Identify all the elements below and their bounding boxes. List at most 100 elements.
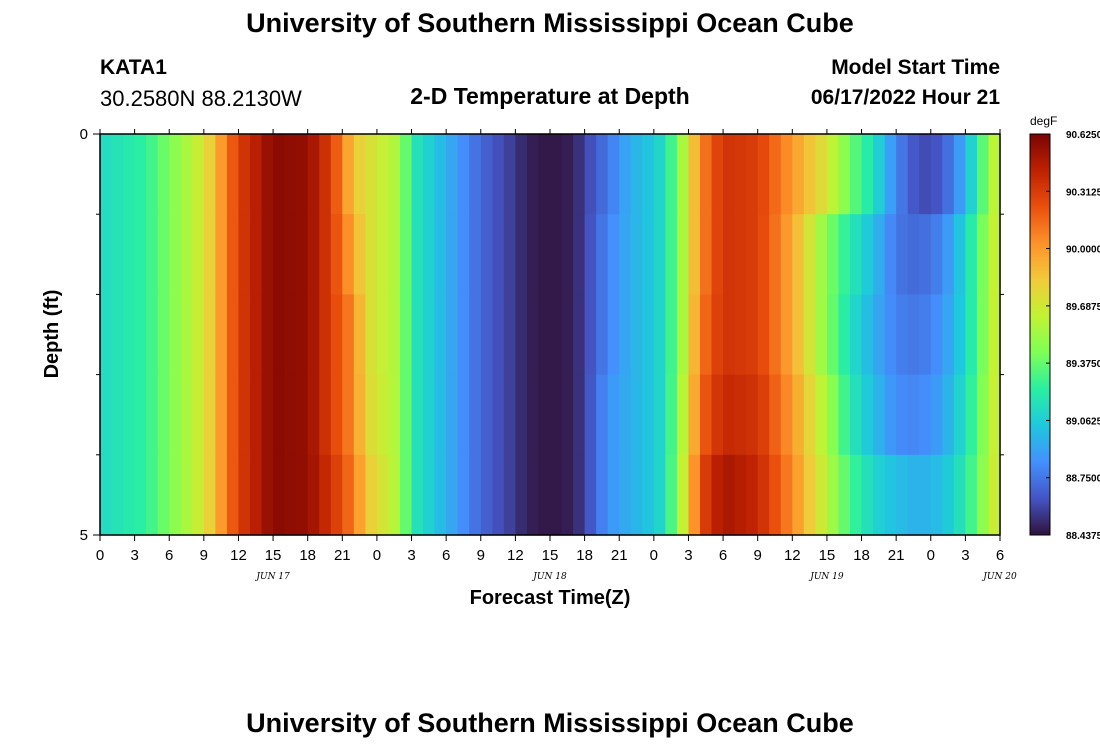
heatmap-cell [515,454,528,536]
heatmap-cell [526,214,540,295]
heatmap-cell [792,454,805,536]
heatmap-cell [146,294,159,376]
heatmap-cell [561,134,574,215]
heatmap-cell [584,134,597,215]
heatmap-cell [573,374,586,456]
heatmap-cell [676,214,690,295]
heatmap-cell [480,214,493,295]
heatmap-cell [976,294,990,376]
heatmap-cell [596,374,609,456]
y-axis: 05 [80,126,1004,544]
heatmap-cell [226,374,240,456]
heatmap-cell [642,294,655,376]
x-tick-label: 6 [442,547,450,564]
heatmap-cell [584,374,597,456]
heatmap-cell [342,214,355,295]
heatmap-cell [146,374,159,456]
heatmap-cell [353,374,366,456]
heatmap-cell [573,214,586,295]
heatmap-cell [296,374,309,456]
heatmap-cell [192,214,205,295]
heatmap-cell [711,454,724,536]
heatmap-cell [307,214,320,295]
heatmap-cell [273,134,286,215]
heatmap-cell [630,374,643,456]
heatmap-cell [376,454,390,536]
heatmap-cell [711,294,724,376]
heatmap-cell [457,214,470,295]
heatmap-cell [850,294,863,376]
heatmap-cell [746,214,759,295]
heatmap-cell [273,454,286,536]
heatmap-cell [342,294,355,376]
heatmap-cell [861,454,874,536]
heatmap-cell [584,454,597,536]
heatmap-cell [526,454,540,536]
heatmap-cell [965,214,978,295]
heatmap-cell [319,374,332,456]
heatmap-cell [838,134,851,215]
heatmap-cell [711,374,724,456]
heatmap-cell [238,214,251,295]
heatmap-cell [100,374,113,456]
heatmap-cell [238,374,251,456]
heatmap-cell [492,134,505,215]
x-tick-label: 6 [719,547,727,564]
heatmap-cell [884,374,897,456]
heatmap-cell [896,374,909,456]
heatmap-cell [538,214,551,295]
heatmap-cell [930,134,943,215]
y-tick-label: 0 [80,126,88,143]
colorbar-unit: degF [1030,114,1057,128]
heatmap-cell [146,214,159,295]
heatmap-cell [665,134,678,215]
heatmap-cell [284,134,297,215]
heatmap-cell [146,454,159,536]
heatmap-cell [988,454,1001,536]
heatmap-cell [492,214,505,295]
heatmap-cell [780,374,793,456]
heatmap-cell [907,134,920,215]
heatmap-cell [907,454,920,536]
heatmap-cell [873,214,886,295]
x-tick-label: 21 [888,547,905,564]
y-tick-label: 5 [80,527,88,544]
heatmap-cell [561,294,574,376]
x-tick-label: 15 [265,547,282,564]
heatmap-cell [307,134,320,215]
heatmap-cell [434,294,447,376]
heatmap-cell [203,374,216,456]
heatmap-cell [930,294,943,376]
heatmap-cell [757,134,770,215]
heatmap-cell [953,134,966,215]
heatmap-cell [700,454,713,536]
heatmap-cell [365,294,378,376]
heatmap-cell [826,374,840,456]
x-tick-label: 3 [130,547,138,564]
heatmap-cell [411,134,424,215]
heatmap-cell [469,134,482,215]
heatmap-cell [780,454,793,536]
heatmap-cell [376,134,390,215]
heatmap-cell [653,214,666,295]
heatmap-cell [319,454,332,536]
x-tick-label: 0 [650,547,658,564]
day-label: JUN 18 [531,572,567,582]
heatmap-cell [723,374,736,456]
heatmap-cell [469,454,482,536]
heatmap-cell [446,134,459,215]
heatmap-cell [826,134,840,215]
heatmap-cell [907,214,920,295]
colorbar-label: 90.3125 [1066,187,1100,198]
heatmap-cell [896,294,909,376]
heatmap-cell [803,374,816,456]
heatmap-cell [192,374,205,456]
x-tick-label: 6 [996,547,1004,564]
heatmap-cell [573,134,586,215]
heatmap-cell [930,374,943,456]
x-tick-label: 9 [754,547,762,564]
heatmap-cell [434,454,447,536]
heatmap-cell [850,134,863,215]
heatmap-cell [330,294,343,376]
heatmap-cell [953,294,966,376]
